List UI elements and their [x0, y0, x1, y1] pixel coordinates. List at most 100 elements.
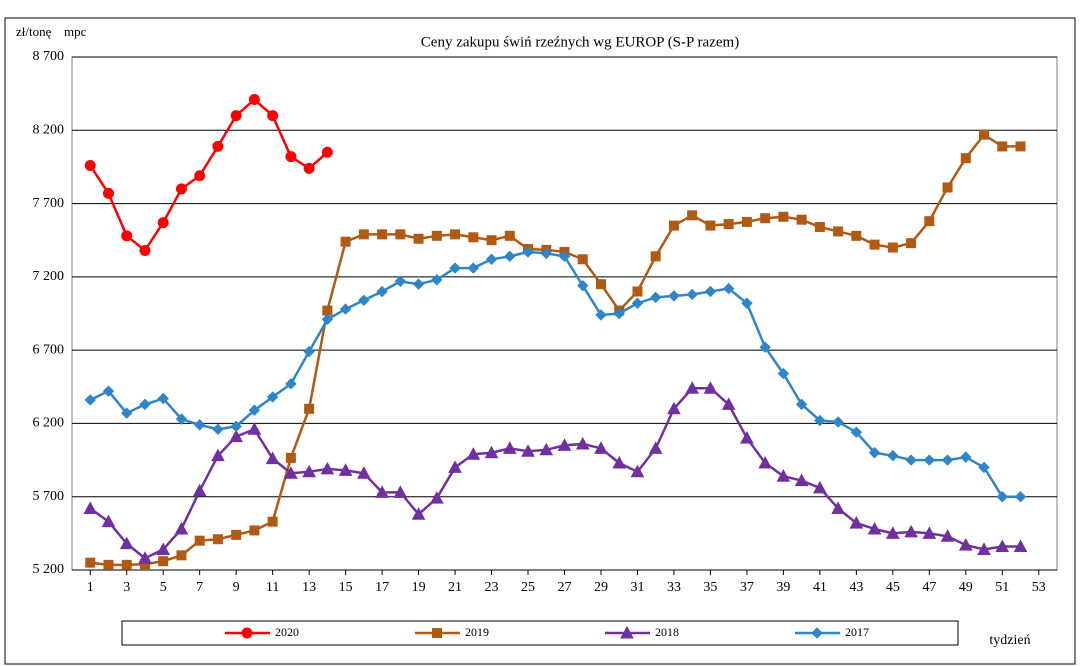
- marker: [686, 288, 698, 301]
- marker: [175, 183, 187, 195]
- marker: [758, 455, 772, 469]
- marker: [868, 447, 881, 459]
- marker: [996, 491, 1008, 503]
- marker: [668, 220, 679, 231]
- marker: [722, 282, 735, 295]
- y-tick-label: 5 200: [33, 562, 65, 577]
- marker: [997, 141, 1008, 152]
- marker: [267, 110, 279, 122]
- marker: [703, 381, 718, 394]
- marker: [338, 463, 353, 476]
- marker: [760, 213, 771, 224]
- marker: [612, 455, 627, 469]
- marker: [412, 278, 425, 290]
- marker: [813, 480, 827, 494]
- marker: [575, 436, 590, 450]
- x-tick-label: 41: [813, 580, 827, 595]
- marker: [668, 290, 680, 302]
- marker: [121, 230, 133, 242]
- marker: [249, 525, 260, 536]
- marker: [303, 162, 315, 174]
- marker: [431, 274, 443, 286]
- marker: [832, 416, 844, 428]
- marker: [174, 521, 189, 535]
- marker: [358, 294, 370, 307]
- marker: [139, 244, 151, 256]
- marker: [450, 229, 461, 240]
- marker: [285, 452, 296, 463]
- marker: [467, 262, 480, 274]
- marker: [212, 534, 223, 545]
- marker: [504, 230, 515, 241]
- marker: [138, 551, 152, 564]
- marker: [557, 438, 572, 451]
- marker: [904, 524, 918, 538]
- x-tick-label: 43: [849, 580, 863, 595]
- marker: [248, 404, 261, 416]
- x-tick-label: 19: [412, 580, 426, 595]
- marker: [906, 238, 917, 249]
- legend-label: 2019: [465, 625, 489, 639]
- marker: [905, 454, 917, 466]
- x-tick-label: 33: [667, 580, 681, 595]
- legend-box: [121, 620, 959, 646]
- marker: [340, 236, 351, 247]
- marker: [119, 536, 134, 550]
- marker: [795, 398, 808, 411]
- x-tick-label: 53: [1032, 580, 1046, 595]
- y-tick-label: 8 200: [33, 123, 65, 138]
- marker: [321, 313, 334, 326]
- marker: [158, 556, 169, 567]
- marker: [395, 229, 406, 240]
- marker: [411, 507, 426, 520]
- marker: [995, 539, 1010, 553]
- y-tick-label: 8 700: [33, 49, 65, 64]
- x-tick-label: 47: [922, 580, 936, 595]
- marker: [231, 529, 242, 540]
- marker: [267, 516, 278, 527]
- marker: [922, 526, 937, 539]
- marker: [778, 211, 789, 222]
- chart-frame: [4, 17, 1076, 665]
- legend-label: 2017: [845, 625, 869, 639]
- marker: [869, 239, 880, 250]
- marker: [924, 216, 935, 227]
- legend-label: 2020: [275, 625, 299, 639]
- series-line: [89, 250, 1021, 498]
- marker: [230, 420, 242, 433]
- y-tick-label: 5 700: [33, 489, 65, 504]
- marker: [212, 140, 224, 152]
- marker: [811, 627, 823, 639]
- marker: [577, 279, 589, 292]
- marker: [339, 303, 352, 315]
- x-tick-label: 27: [558, 580, 572, 595]
- marker: [631, 297, 644, 309]
- marker: [229, 429, 244, 443]
- marker: [84, 394, 96, 406]
- marker: [175, 413, 188, 425]
- marker: [85, 557, 96, 568]
- x-tick-label: 17: [375, 580, 389, 595]
- x-tick-label: 21: [448, 580, 462, 595]
- legend-label: 2018: [655, 625, 679, 639]
- marker: [796, 214, 807, 225]
- marker: [84, 159, 96, 171]
- x-tick-label: 11: [266, 580, 279, 595]
- marker: [357, 466, 371, 479]
- marker: [103, 559, 114, 570]
- marker: [285, 378, 297, 390]
- marker: [777, 367, 790, 380]
- marker: [192, 483, 207, 497]
- marker: [449, 262, 461, 274]
- marker: [613, 307, 625, 320]
- marker: [194, 170, 206, 182]
- marker: [667, 401, 681, 415]
- marker: [741, 216, 752, 227]
- marker: [558, 250, 571, 263]
- marker: [376, 285, 388, 298]
- marker: [121, 407, 133, 419]
- x-tick-label: 9: [233, 580, 240, 595]
- marker: [358, 229, 369, 240]
- marker: [741, 297, 753, 309]
